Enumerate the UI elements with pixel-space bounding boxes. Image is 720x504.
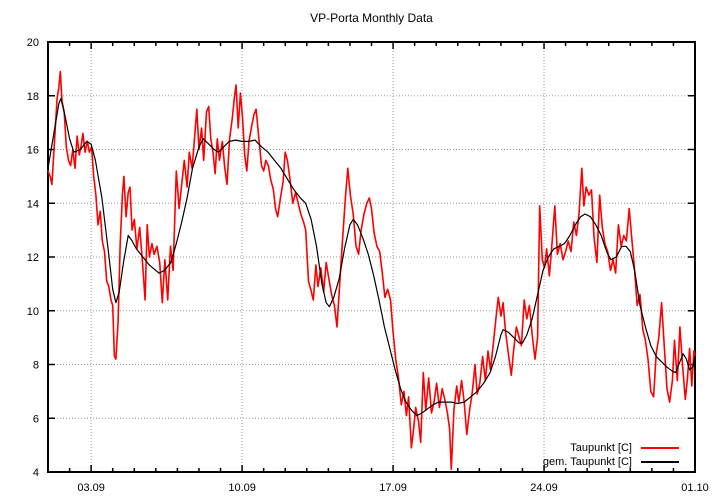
plot-border bbox=[47, 41, 696, 473]
legend-label-gem-taupunkt: gem. Taupunkt [C] bbox=[542, 456, 632, 468]
y-tick-label: 10 bbox=[27, 306, 39, 318]
x-tick-label: 10.09 bbox=[228, 482, 256, 494]
x-tick-label: 17.09 bbox=[379, 482, 407, 494]
legend-entry-gem-taupunkt: gem. Taupunkt [C] bbox=[543, 455, 695, 469]
y-tick-label: 16 bbox=[27, 145, 39, 157]
y-tick-label: 14 bbox=[27, 198, 39, 210]
chart-title: VP-Porta Monthly Data bbox=[310, 11, 433, 25]
x-tick-label: 24.09 bbox=[530, 482, 558, 494]
legend: Taupunkt [C] gem. Taupunkt [C] bbox=[543, 441, 695, 469]
y-tick-label: 18 bbox=[27, 91, 39, 103]
y-tick-label: 12 bbox=[27, 252, 39, 264]
y-tick-label: 6 bbox=[33, 413, 39, 425]
legend-entry-taupunkt: Taupunkt [C] bbox=[543, 441, 695, 455]
series-line-taupunkt bbox=[47, 70, 696, 471]
y-tick-label: 20 bbox=[27, 37, 39, 49]
legend-line-sample-gem-taupunkt bbox=[641, 461, 679, 463]
x-tick-label: 03.09 bbox=[77, 482, 105, 494]
y-tick-label: 8 bbox=[33, 360, 39, 372]
x-tick-label: 01.10 bbox=[681, 482, 709, 494]
series-line-gem-taupunkt bbox=[47, 97, 696, 417]
y-tick-label: 4 bbox=[33, 467, 39, 479]
legend-line-sample-taupunkt bbox=[641, 447, 679, 449]
legend-label-taupunkt: Taupunkt [C] bbox=[570, 442, 632, 454]
